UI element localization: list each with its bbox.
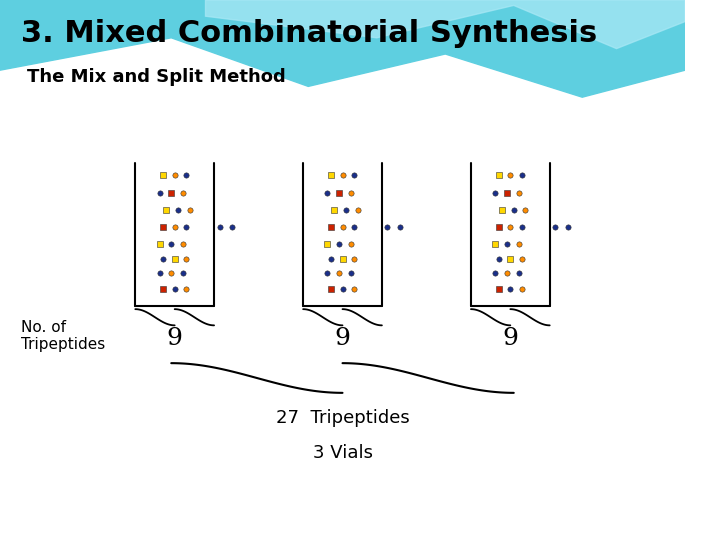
- Text: 3 Vials: 3 Vials: [312, 444, 372, 462]
- Text: 9: 9: [503, 327, 518, 350]
- Text: The Mix and Split Method: The Mix and Split Method: [27, 68, 286, 85]
- Text: 3. Mixed Combinatorial Synthesis: 3. Mixed Combinatorial Synthesis: [21, 19, 597, 48]
- Text: 27  Tripeptides: 27 Tripeptides: [276, 409, 410, 427]
- Polygon shape: [0, 0, 685, 97]
- Text: 9: 9: [167, 327, 183, 350]
- Text: No. of
Tripeptides: No. of Tripeptides: [21, 320, 105, 353]
- Polygon shape: [205, 0, 685, 49]
- Text: 9: 9: [335, 327, 351, 350]
